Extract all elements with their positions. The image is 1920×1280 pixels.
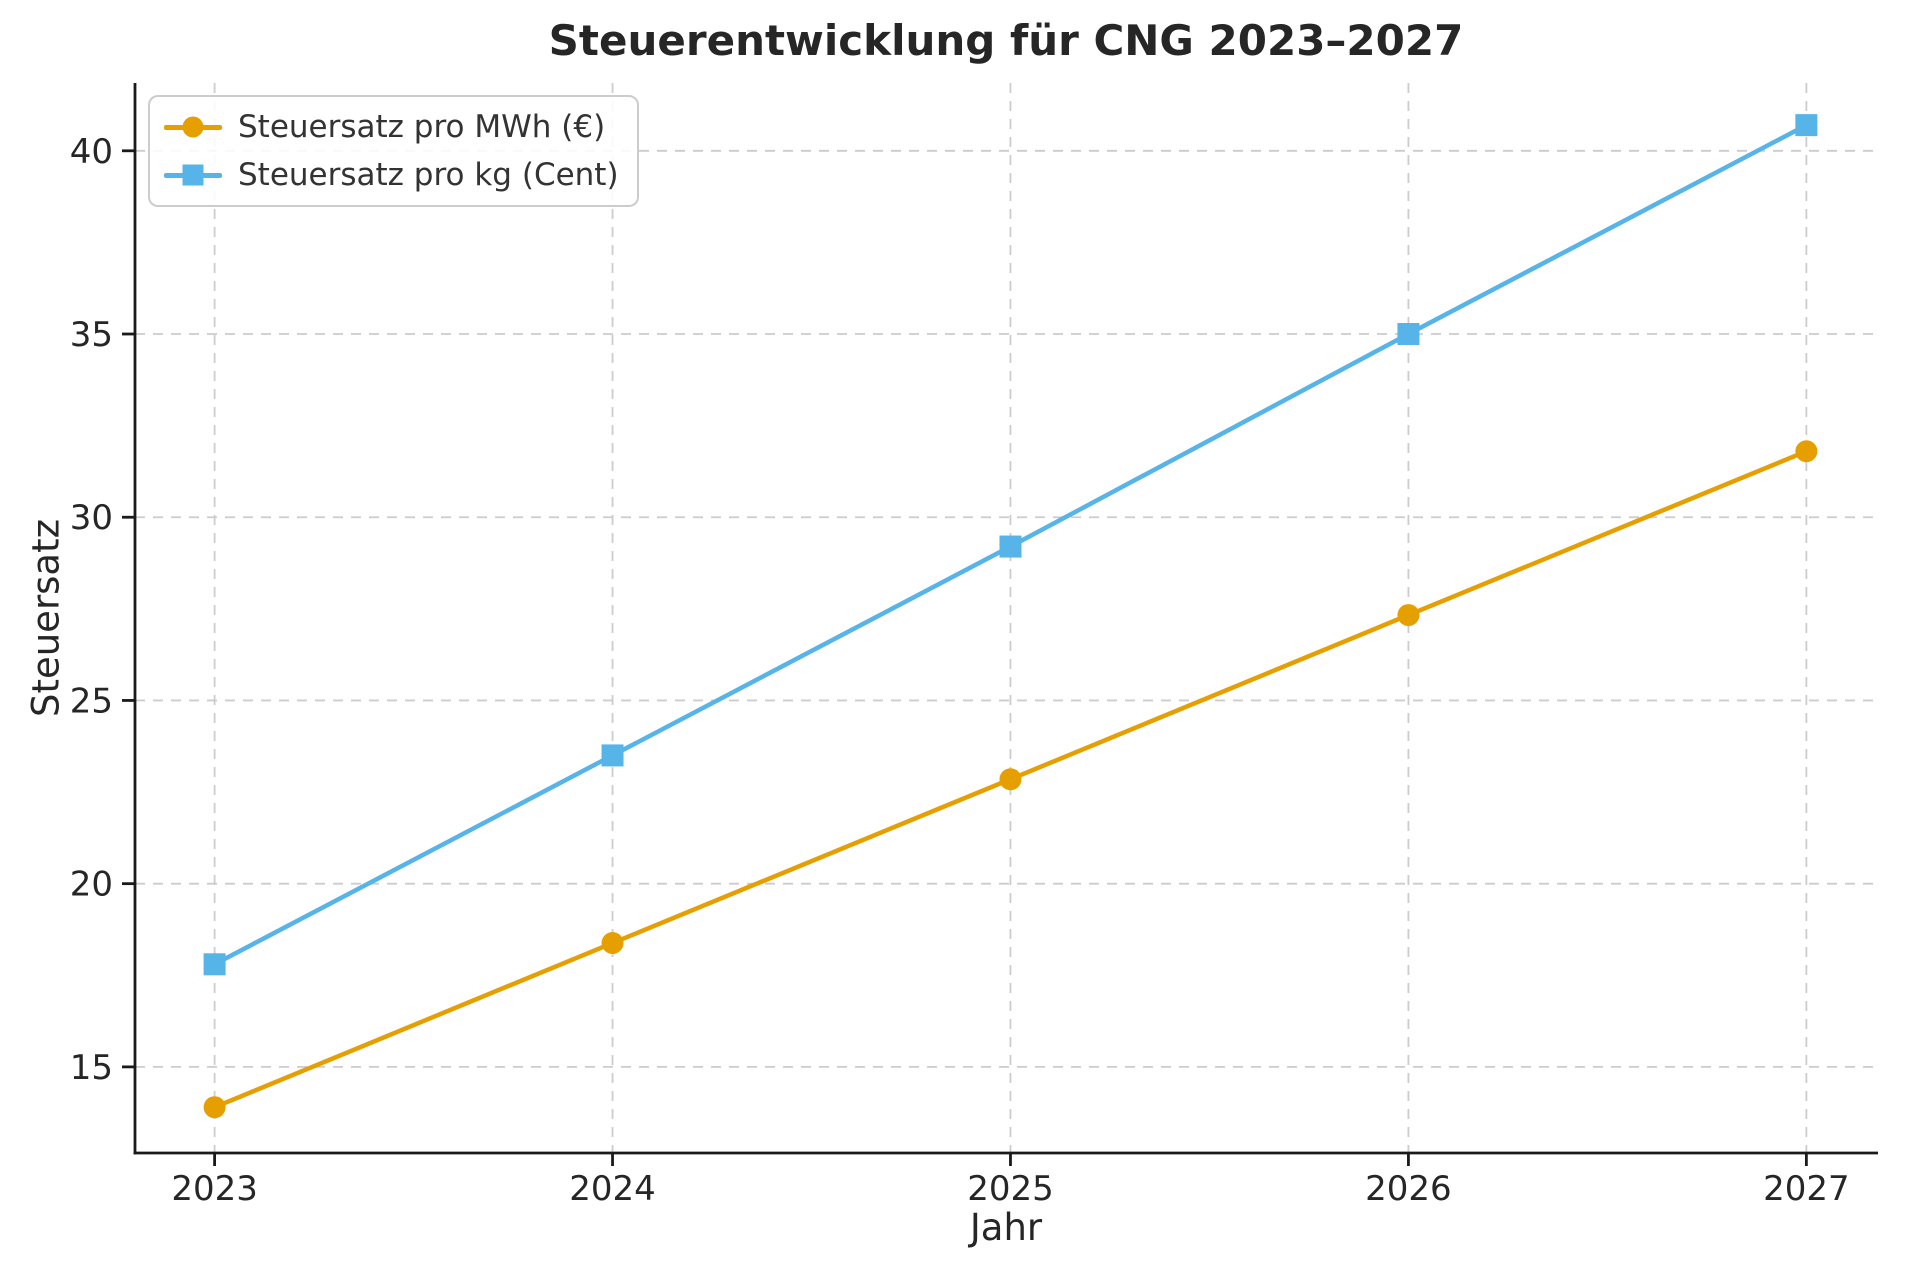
data-point-circle [203,1096,226,1119]
y-tick-label: 35 [70,315,113,355]
x-axis-title: Jahr [969,1206,1043,1249]
x-tick-label: 2025 [967,1169,1054,1209]
x-tick-label: 2024 [569,1169,656,1209]
x-tick-label: 2026 [1365,1169,1452,1209]
data-point-circle [1397,604,1420,627]
chart-title: Steuerentwicklung für CNG 2023–2027 [548,16,1464,65]
data-point-square [203,953,226,976]
legend-entry: Steuersatz pro MWh (€) [164,107,619,147]
data-point-square [601,744,624,767]
y-tick-label: 30 [70,498,113,538]
y-axis-title: Steuersatz [24,518,68,718]
legend: Steuersatz pro MWh (€) Steuersatz pro kg … [148,95,639,207]
data-point-square [999,535,1022,558]
y-tick-label: 20 [70,865,113,905]
legend-circle-marker-icon [164,115,222,139]
data-point-square [1795,114,1818,137]
legend-shape-sample [182,116,204,138]
x-tick-label: 2027 [1763,1169,1850,1209]
x-tick-label: 2023 [171,1169,258,1209]
legend-shape-sample [182,164,204,186]
data-point-circle [601,932,624,955]
data-point-square [1397,323,1420,346]
legend-square-marker-icon [164,163,222,187]
legend-entry: Steuersatz pro kg (Cent) [164,155,619,195]
y-tick-label: 15 [70,1048,113,1088]
y-tick-label: 40 [70,132,113,172]
legend-label: Steuersatz pro kg (Cent) [238,157,619,193]
y-tick-label: 25 [70,681,113,721]
data-point-circle [999,768,1022,791]
data-point-circle [1795,440,1818,463]
legend-label: Steuersatz pro MWh (€) [238,109,606,145]
